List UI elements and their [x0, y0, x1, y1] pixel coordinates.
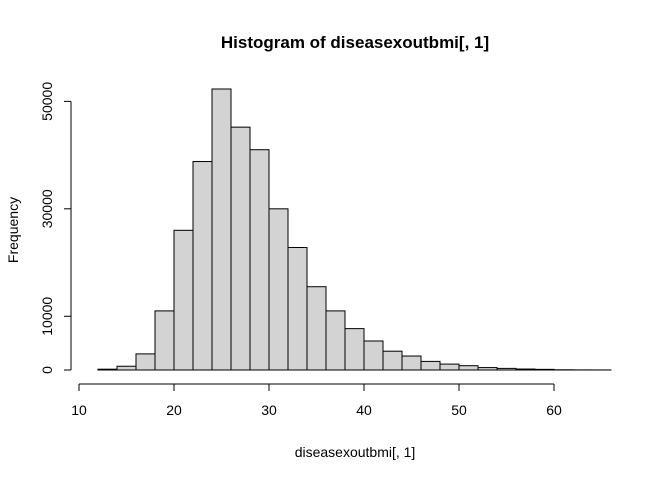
histogram-bar-14-16	[116, 365, 137, 371]
histogram-bar-28-30	[249, 149, 270, 371]
histogram-bar-32-34	[287, 246, 308, 371]
histogram-bar-40-42	[363, 340, 384, 371]
y-tick-label-30000: 30000	[39, 189, 55, 228]
histogram-bar-56-58	[515, 368, 536, 371]
histogram-bar-26-28	[230, 126, 251, 371]
histogram-bar-12-14	[97, 368, 118, 371]
histogram-bar-42-44	[382, 350, 403, 371]
histogram-bar-48-50	[439, 363, 460, 371]
histogram-bar-38-40	[344, 328, 365, 371]
x-tick-label-40: 40	[356, 402, 372, 418]
y-axis-label: Frequency	[5, 197, 21, 263]
histogram-bar-22-24	[192, 161, 213, 371]
histogram-bar-34-36	[306, 286, 327, 371]
histogram-bars	[97, 88, 612, 371]
x-tick-label-60: 60	[546, 402, 562, 418]
histogram-bar-44-46	[401, 355, 422, 371]
histogram-bar-50-52	[458, 365, 479, 371]
histogram-bar-16-18	[135, 353, 156, 371]
histogram-bar-30-32	[268, 208, 289, 371]
x-tick-label-10: 10	[71, 402, 87, 418]
histogram-bar-58-60	[534, 368, 555, 371]
x-axis-label: diseasexoutbmi[, 1]	[295, 444, 416, 460]
y-tick-label-0: 0	[39, 366, 55, 374]
x-tick-label-20: 20	[166, 402, 182, 418]
histogram-bar-54-56	[496, 367, 517, 371]
histogram-bar-24-26	[211, 88, 232, 371]
histogram-bar-20-22	[173, 229, 194, 371]
x-axis: 10 20 30 40 50 60	[71, 383, 562, 418]
y-axis: 0 10000 30000 50000	[39, 82, 72, 374]
histogram-bar-18-20	[154, 310, 175, 371]
histogram-bar-36-38	[325, 310, 346, 371]
x-tick-label-50: 50	[451, 402, 467, 418]
x-tick-label-30: 30	[261, 402, 277, 418]
chart-title: Histogram of diseasexoutbmi[, 1]	[221, 33, 489, 52]
histogram-bar-52-54	[477, 367, 498, 371]
histogram-bar-46-48	[420, 360, 441, 371]
y-tick-label-10000: 10000	[39, 297, 55, 336]
y-tick-label-50000: 50000	[39, 82, 55, 121]
